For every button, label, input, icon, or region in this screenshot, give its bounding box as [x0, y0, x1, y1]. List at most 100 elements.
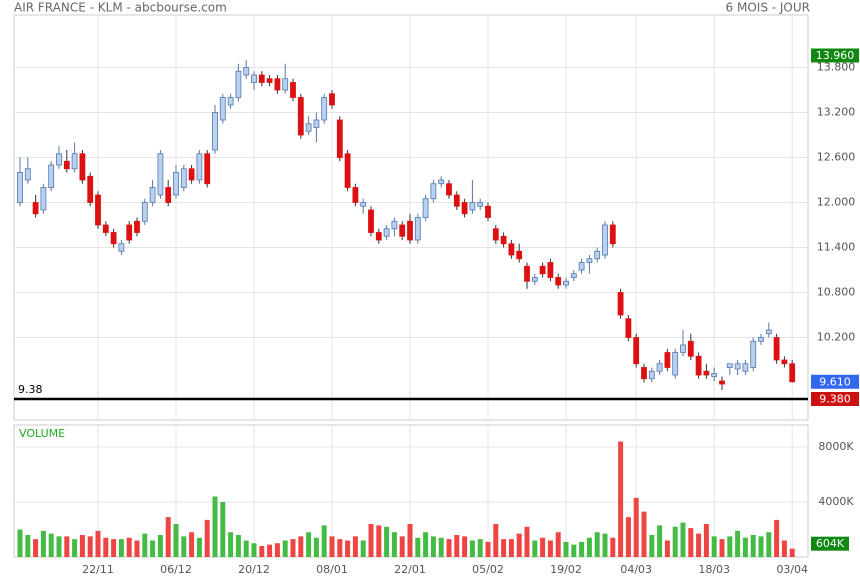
- volume-bar: [48, 533, 54, 557]
- y-tick-label: 12.600: [817, 151, 856, 164]
- volume-bar: [430, 536, 436, 557]
- volume-bar: [173, 524, 179, 557]
- candle-body: [547, 262, 554, 278]
- candle-body: [531, 277, 538, 282]
- candle-body: [165, 187, 172, 203]
- candle-body: [758, 337, 764, 342]
- price-panel: [13, 14, 809, 421]
- volume-bar: [649, 535, 655, 557]
- volume-bar: [742, 537, 748, 557]
- candle-body: [360, 202, 367, 207]
- candle-body: [453, 194, 460, 207]
- candle-body: [773, 337, 780, 361]
- candle-body: [656, 363, 663, 372]
- candle-body: [500, 235, 507, 245]
- volume-bar: [290, 539, 296, 557]
- y-tick-label: 12.000: [817, 196, 856, 209]
- volume-bar: [313, 537, 319, 557]
- candle-body: [641, 367, 647, 380]
- candle-body: [438, 179, 445, 185]
- volume-bar: [368, 524, 374, 557]
- volume-bar: [680, 522, 686, 557]
- volume-bar: [524, 526, 530, 557]
- candle-body: [157, 153, 164, 196]
- candle-body: [336, 119, 343, 158]
- y-tick-label: 13.200: [817, 106, 856, 119]
- candle-body: [750, 340, 757, 368]
- volume-bar: [118, 539, 124, 557]
- candle-body: [461, 202, 468, 215]
- candle-body: [274, 78, 281, 91]
- candle-body: [446, 183, 452, 196]
- candle-body: [555, 277, 562, 286]
- period: 6 MOIS - JOUR: [726, 1, 810, 15]
- candle-body: [617, 292, 624, 316]
- candle-body: [102, 224, 109, 233]
- volume-bar: [72, 539, 78, 557]
- volume-bar: [376, 525, 382, 557]
- candle-body: [414, 217, 421, 241]
- candle-body: [602, 224, 608, 256]
- volume-title: VOLUME: [19, 427, 65, 440]
- candle-body: [375, 232, 382, 241]
- volume-bar: [134, 540, 140, 557]
- volume-bar: [306, 532, 312, 557]
- candle-body: [469, 202, 476, 211]
- volume-bar: [719, 539, 725, 557]
- candle-body: [56, 153, 62, 166]
- volume-bar: [415, 537, 421, 557]
- volume-bar: [688, 528, 694, 557]
- x-tick-label: 05/02: [472, 563, 504, 576]
- candle-body: [344, 153, 351, 188]
- candle-body: [321, 97, 328, 121]
- candle-body: [40, 187, 47, 211]
- candle-body: [17, 172, 23, 203]
- candle-body: [687, 340, 694, 357]
- volume-bar: [711, 536, 717, 557]
- candle-body: [110, 232, 117, 245]
- volume-bar: [485, 541, 491, 557]
- candle-body: [391, 220, 398, 230]
- candle-body: [399, 224, 406, 237]
- candle-body: [734, 363, 741, 370]
- marker-box: [811, 48, 859, 63]
- volume-bar: [602, 533, 608, 557]
- volume-bar: [703, 524, 709, 557]
- candle-body: [422, 198, 429, 218]
- volume-bar: [696, 533, 702, 557]
- marker-box: [811, 392, 859, 406]
- candle-body: [24, 168, 31, 181]
- chart-title: AIR FRANCE - KLM - abcbourse.com: [14, 1, 227, 15]
- candle-body: [266, 78, 273, 83]
- volume-bar: [345, 540, 351, 557]
- candle-body: [563, 280, 569, 286]
- volume-bar: [360, 540, 366, 557]
- candle-body: [118, 243, 125, 252]
- volume-bar: [95, 530, 101, 557]
- volume-bar: [103, 537, 109, 557]
- volume-bar: [111, 539, 117, 557]
- candle-body: [134, 220, 140, 233]
- x-tick-label: 19/02: [550, 563, 582, 576]
- volume-bar: [25, 535, 31, 557]
- volume-bar: [384, 526, 390, 557]
- candle-body: [477, 202, 484, 207]
- y-tick-label: 13.800: [817, 61, 856, 74]
- volume-bar: [251, 543, 257, 557]
- candle-body: [313, 119, 320, 128]
- volume-bar: [40, 530, 46, 557]
- candle-body: [719, 380, 725, 385]
- candle-body: [243, 67, 250, 76]
- volume-bar: [774, 519, 780, 557]
- y-tick-label: 8000K: [818, 440, 854, 453]
- volume-bar: [33, 539, 39, 557]
- volume-bar: [610, 537, 616, 557]
- candle-body: [79, 153, 86, 181]
- volume-bar: [337, 539, 343, 557]
- candle-body: [180, 168, 187, 188]
- candle-body: [781, 359, 788, 365]
- x-tick-label: 18/03: [698, 563, 730, 576]
- candle-body: [648, 370, 655, 380]
- volume-bar: [508, 539, 514, 557]
- x-tick-label: 20/12: [238, 563, 270, 576]
